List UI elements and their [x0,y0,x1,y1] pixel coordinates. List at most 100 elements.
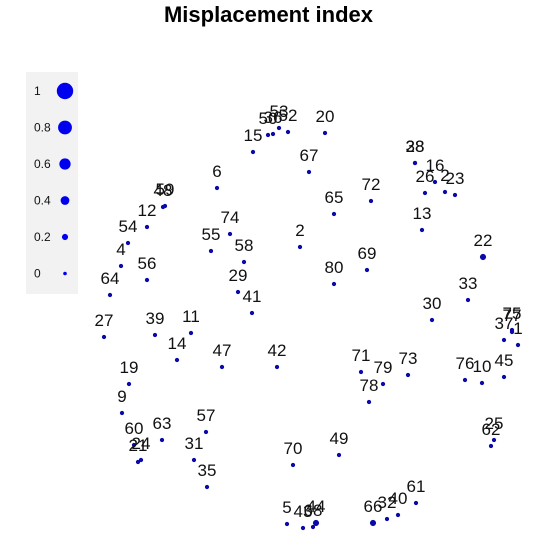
point-label: 31 [185,434,204,453]
point-label: 65 [325,188,344,207]
point-label: 45 [495,351,514,370]
point-label: 38 [406,137,425,156]
point-label: 14 [168,334,187,353]
point-label: 43 [294,502,313,521]
point-label: 27 [95,311,114,330]
point-label: 66 [364,497,383,516]
point-label: 67 [300,146,319,165]
data-point [509,329,515,335]
data-point [331,211,337,217]
point-label: 60 [125,419,144,438]
point-label: 2 [440,166,449,185]
point-label: 2 [295,221,304,240]
data-point [419,227,425,233]
data-point [204,484,210,490]
data-point [162,203,168,209]
data-point [285,129,291,135]
legend-label: 1 [34,84,41,98]
legend-label: 0.8 [34,121,51,135]
data-point [368,198,374,204]
point-label: 73 [399,349,418,368]
data-point [412,160,418,166]
point-label: 30 [423,294,442,313]
data-point [300,525,306,531]
point-label: 76 [456,354,475,373]
data-point [174,357,180,363]
point-label: 47 [213,341,232,360]
data-point [462,377,468,383]
point-label: 6 [212,162,221,181]
point-label: 72 [362,175,381,194]
point-label: 22 [474,231,493,250]
data-point [491,437,497,443]
data-point [235,289,241,295]
chart-title: Misplacement index [163,2,374,27]
point-label: 35 [198,461,217,480]
legend-background [26,72,78,294]
point-label: 41 [243,287,262,306]
point-label: 40 [389,489,408,508]
point-label: 4 [116,240,125,259]
data-point [270,131,276,137]
data-point [249,310,255,316]
point-label: 36 [264,108,283,127]
data-point [144,224,150,230]
point-label: 75 [503,304,522,323]
point-label: 12 [138,201,157,220]
legend-marker [63,271,67,276]
data-point [276,125,282,131]
data-point [479,380,485,386]
point-label: 44 [307,497,326,516]
legend-marker [59,158,71,170]
data-point [405,372,411,378]
data-point [152,332,158,338]
legend-label: 0.6 [34,157,51,171]
data-point [432,179,438,185]
legend-label: 0.2 [34,230,51,244]
point-label: 77 [503,306,522,325]
point-label: 69 [358,244,377,263]
point-label: 29 [229,266,248,285]
data-point [125,240,131,246]
point-label: 39 [146,309,165,328]
point-label: 78 [360,376,379,395]
data-point [322,130,328,136]
point-label: 57 [197,406,216,425]
data-point [331,281,337,287]
data-point [101,334,107,340]
points-layer [101,125,521,531]
legend-label: 0 [34,267,41,281]
point-label: 13 [413,204,432,223]
point-label: 80 [325,258,344,277]
point-label: 5 [282,498,291,517]
data-point [138,457,144,463]
data-point [208,248,214,254]
point-label: 19 [120,358,139,377]
data-point [413,500,419,506]
data-point [159,437,165,443]
data-point [219,364,225,370]
data-point [312,519,320,527]
point-label: 23 [446,169,465,188]
data-point [488,443,494,449]
data-point [515,342,521,348]
point-label: 24 [132,434,151,453]
legend-marker [60,196,70,205]
point-label: 9 [117,387,126,406]
point-label: 58 [235,236,254,255]
data-point [214,185,220,191]
data-point [119,410,125,416]
data-point [501,374,507,380]
data-point [310,524,316,530]
point-label: 74 [221,208,240,227]
data-point [144,277,150,283]
point-label: 16 [426,156,445,175]
legend-marker [56,82,74,100]
data-point [135,459,141,465]
point-label: 15 [244,126,263,145]
data-point [188,330,194,336]
data-point [297,244,303,250]
point-label: 53 [270,102,289,121]
point-label: 68 [304,501,323,520]
